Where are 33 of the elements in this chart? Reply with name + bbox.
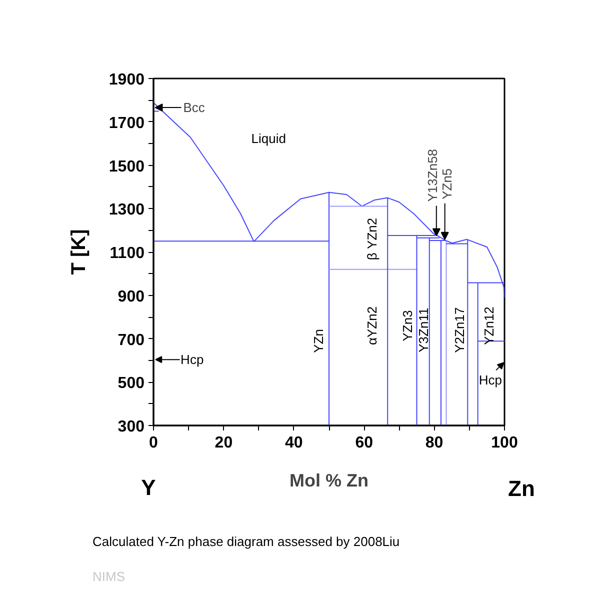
annotation: β YZn2 xyxy=(364,218,380,260)
y-axis-title: T [K] xyxy=(68,229,90,275)
annotation: YZn5 xyxy=(439,168,454,200)
annotation: Y3Zn11 xyxy=(416,308,431,352)
x-tick-label: 80 xyxy=(425,434,444,452)
y-tick-label: 1300 xyxy=(108,202,145,219)
x-axis-title: Mol % Zn xyxy=(290,470,369,490)
y-tick-label: 1700 xyxy=(108,114,145,132)
x-tick-label: 100 xyxy=(491,434,518,452)
text: Zn xyxy=(508,476,535,501)
annotation: Hcp xyxy=(180,352,204,368)
annotation: YZn12 xyxy=(482,306,497,345)
y-tick-label: 700 xyxy=(118,332,145,349)
y-tick-label: 1500 xyxy=(108,158,145,176)
annotation: YZn xyxy=(310,328,326,353)
annotation: Y13Zn58 xyxy=(424,148,440,202)
annotation: Liquid xyxy=(251,131,286,146)
y-tick-label: 1900 xyxy=(108,72,145,88)
annotation: Bcc xyxy=(183,100,206,116)
annotation: Y2Zn17 xyxy=(452,307,468,353)
annotation: YZn3 xyxy=(400,310,415,342)
text: Calculated Y-Zn phase diagram assessed by 2008Liu xyxy=(92,534,400,549)
x-tick-label: 20 xyxy=(214,434,233,452)
text: Y xyxy=(141,475,156,500)
x-tick-label: 60 xyxy=(355,434,374,452)
y-tick-label: 500 xyxy=(118,375,145,392)
x-tick-label: 0 xyxy=(149,434,158,452)
y-tick-label: 900 xyxy=(118,288,145,306)
x-tick-label: 40 xyxy=(285,434,303,452)
y-tick-label: 300 xyxy=(118,418,145,436)
annotation: Hcp xyxy=(478,372,502,388)
y-tick-label: 1100 xyxy=(110,245,145,262)
annotation: αYZn2 xyxy=(364,306,380,346)
